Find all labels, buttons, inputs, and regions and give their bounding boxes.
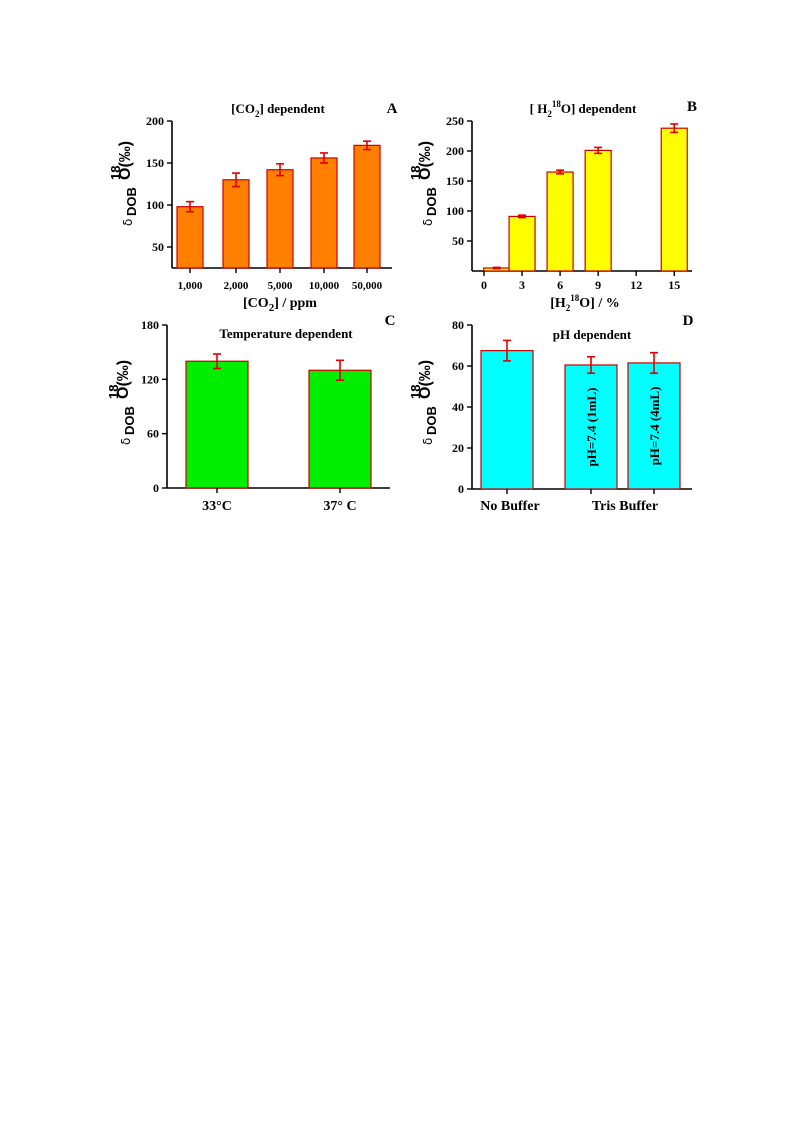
svg-text:18: 18: [408, 385, 423, 399]
y-tick-label-c: 0: [153, 481, 159, 495]
y-tick-label-a: 50: [152, 240, 164, 254]
x-tick-label-c: 37° C: [323, 499, 356, 514]
x-tick-label-b: 6: [557, 278, 563, 292]
svg-text:δ: δ: [121, 219, 135, 226]
y-ticks-a: 50 100 150 200: [146, 114, 172, 254]
svg-text:O(‰): O(‰): [417, 360, 434, 399]
x-ticks-c: 33°C 37° C: [202, 488, 357, 514]
x-tick-label-b: 9: [595, 278, 601, 292]
axes-b: [471, 121, 692, 272]
y-axis-label-b: δ DOB 18 O(‰): [408, 141, 439, 226]
bars-a: [176, 140, 381, 269]
y-tick-label-a: 200: [146, 114, 164, 128]
x-tick-label-a: 5,000: [268, 280, 293, 292]
y-tick-label-b: 50: [452, 234, 464, 248]
y-axis-label-c: δ DOB 18 O(‰): [106, 360, 137, 445]
bars-c: [185, 353, 372, 489]
svg-text:δ: δ: [119, 438, 133, 445]
bars-b: [483, 123, 688, 272]
panel-letter-b: B: [687, 99, 697, 115]
panel-letter-a: A: [387, 101, 398, 117]
bar-c: [185, 360, 249, 489]
y-tick-label-c: 60: [147, 427, 159, 441]
y-tick-label-b: 200: [446, 144, 464, 158]
panel-c: 0 60 120 180 33°C 37° C Temperature dependen…: [106, 313, 395, 514]
bar-a: [266, 169, 294, 269]
bar-b: [508, 215, 536, 272]
bar-b: [546, 171, 574, 272]
svg-text:18: 18: [106, 385, 121, 399]
x-tick-label-b: 12: [630, 278, 642, 292]
svg-text:O(‰): O(‰): [115, 360, 132, 399]
svg-text:DOB: DOB: [122, 406, 137, 435]
y-axis-label-a: δ DOB 18 O(‰): [108, 141, 139, 226]
svg-text:DOB: DOB: [424, 406, 439, 435]
chart-title-b: [ H218O] dependent: [530, 99, 637, 119]
chart-title-c: Temperature dependent: [219, 326, 353, 341]
svg-text:DOB: DOB: [424, 187, 439, 216]
svg-text:18: 18: [108, 166, 123, 180]
group-label-no-buffer: No Buffer: [480, 499, 540, 514]
y-tick-label-a: 100: [146, 198, 164, 212]
panel-b: 50 100 150 200 250 0 3 6 9 12 15 [ H218O] depende…: [408, 99, 697, 313]
y-tick-label-d: 60: [452, 359, 464, 373]
x-ticks-d: [506, 489, 655, 494]
y-tick-label-d: 80: [452, 318, 464, 332]
y-tick-label-d: 20: [452, 441, 464, 455]
svg-text:O(‰): O(‰): [417, 141, 434, 180]
x-axis-label-b: [H218O] / %: [550, 293, 620, 313]
x-tick-label-a: 2,000: [224, 280, 249, 292]
x-tick-label-b: 15: [668, 278, 680, 292]
y-tick-label-d: 0: [458, 482, 464, 496]
x-axis-label-a: [CO2] / ppm: [243, 296, 317, 314]
chart-title-a: [CO2] dependent: [231, 101, 325, 119]
x-tick-label-a: 50,000: [352, 280, 383, 292]
bar-b: [660, 127, 688, 272]
x-tick-label-b: 0: [481, 278, 487, 292]
y-tick-label-b: 100: [446, 204, 464, 218]
bar-b: [584, 149, 612, 272]
x-tick-label-c: 33°C: [202, 499, 232, 514]
bar-label-d: pH=7.4 (1mL): [584, 388, 599, 467]
bar-a: [176, 206, 204, 269]
panel-letter-d: D: [683, 313, 694, 329]
svg-text:δ: δ: [421, 438, 435, 445]
x-tick-label-a: 1,000: [178, 280, 203, 292]
y-tick-label-c: 120: [141, 372, 159, 386]
x-tick-label-b: 3: [519, 278, 525, 292]
svg-text:O(‰): O(‰): [117, 141, 134, 180]
bar-a: [353, 144, 381, 269]
panel-d: pH=7.4 (1mL) pH=7.4 (4mL) 0 20 40 60 80 pH de…: [408, 313, 694, 514]
bar-c: [308, 369, 372, 489]
x-ticks-b: 0 3 6 9 12 15: [481, 271, 680, 292]
y-ticks-c: 0 60 120 180: [141, 318, 167, 495]
y-ticks-d: 0 20 40 60 80: [452, 318, 472, 496]
x-ticks-a: 1,000 2,000 5,000 10,000 50,000: [178, 268, 383, 292]
bar-label-d: pH=7.4 (4mL): [647, 387, 662, 466]
y-tick-label-d: 40: [452, 400, 464, 414]
y-tick-label-c: 180: [141, 318, 159, 332]
svg-text:δ: δ: [421, 219, 435, 226]
svg-text:18: 18: [408, 166, 423, 180]
y-tick-label-a: 150: [146, 156, 164, 170]
bar-a: [222, 179, 250, 269]
svg-text:DOB: DOB: [124, 187, 139, 216]
bar-d: [627, 362, 681, 490]
bar-a: [310, 157, 338, 269]
y-axis-label-d: δ DOB 18 O(‰): [408, 360, 439, 445]
y-tick-label-b: 150: [446, 174, 464, 188]
chart-title-d: pH dependent: [553, 327, 632, 342]
y-tick-label-b: 250: [446, 114, 464, 128]
x-tick-label-a: 10,000: [309, 280, 340, 292]
group-label-tris-buffer: Tris Buffer: [592, 499, 658, 514]
panel-letter-c: C: [385, 313, 396, 329]
y-ticks-b: 50 100 150 200 250: [446, 114, 472, 248]
bars-d: pH=7.4 (1mL) pH=7.4 (4mL): [480, 339, 681, 490]
bar-d: [480, 350, 534, 490]
